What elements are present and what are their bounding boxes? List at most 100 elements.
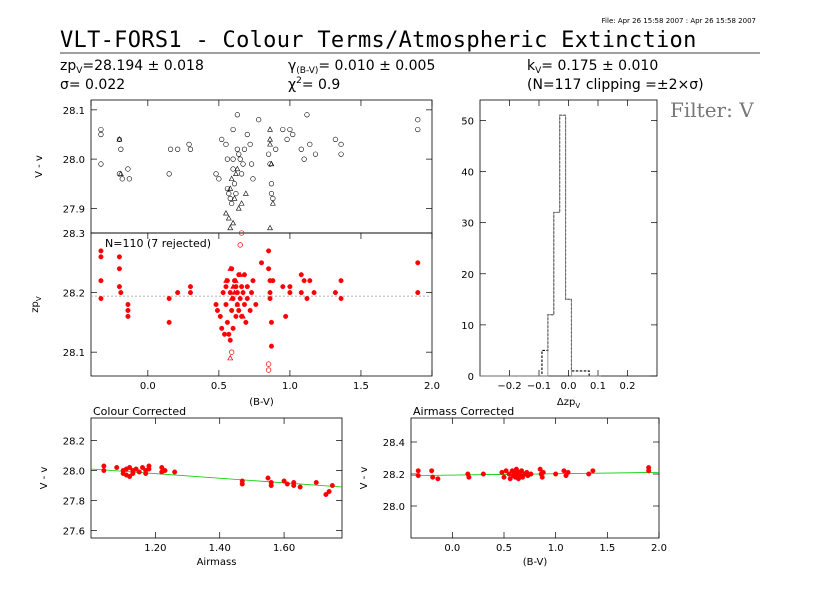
axes-frame xyxy=(410,417,660,539)
data-point xyxy=(214,307,220,313)
data-point-triangle xyxy=(234,165,241,172)
data-point-circle xyxy=(332,136,338,143)
x-tick-label: 2.0 xyxy=(651,543,667,554)
data-point xyxy=(239,481,245,487)
axes-frame xyxy=(90,417,343,539)
data-point xyxy=(298,290,304,296)
rejected-point xyxy=(265,367,272,373)
x-tick-label: 0.5 xyxy=(496,543,512,554)
raw-panel: 27.9 28.0 28.1 V - v xyxy=(34,99,433,234)
data-point-circle xyxy=(119,176,125,182)
k-stat: kV= 0.175 ± 0.010 xyxy=(527,58,658,76)
y-tick-label: 28.2 xyxy=(63,289,85,300)
data-point xyxy=(266,248,272,254)
histogram-panel: 0 10 20 30 40 50 −0.2 −0.1 0.0 0.1 0.2 ΔzpV xyxy=(461,99,658,410)
data-point xyxy=(219,325,225,331)
data-point xyxy=(270,278,276,284)
data-point xyxy=(280,284,286,290)
y-tick-label: 0 xyxy=(468,372,474,383)
data-point xyxy=(304,296,310,302)
data-point xyxy=(540,469,546,475)
data-point xyxy=(125,302,131,308)
y-tick-label: 28.4 xyxy=(383,438,405,449)
data-point-circle xyxy=(307,141,313,147)
axes-frame xyxy=(90,99,433,234)
data-point-circle xyxy=(166,171,172,177)
data-point-triangle xyxy=(234,301,241,307)
x-tick-label: 1.20 xyxy=(144,543,166,554)
data-point-triangle xyxy=(230,219,236,226)
data-point xyxy=(237,296,243,302)
data-point xyxy=(266,266,272,272)
histogram-all xyxy=(480,114,601,377)
data-point xyxy=(223,284,229,290)
rejection-annotation: N=110 (7 rejected) xyxy=(105,237,211,250)
data-point-circle xyxy=(267,161,273,167)
colour-corrected-title: Colour Corrected xyxy=(93,405,186,418)
data-point xyxy=(136,469,142,475)
x-axis-label: (B-V) xyxy=(523,557,548,568)
data-point xyxy=(338,296,344,302)
data-point-circle xyxy=(241,146,248,152)
data-point xyxy=(281,478,287,484)
x-axis-label: ΔzpV xyxy=(557,397,580,410)
data-point xyxy=(236,307,242,313)
data-point-triangle xyxy=(242,190,249,196)
data-point-circle xyxy=(415,126,421,133)
data-point-triangle xyxy=(228,175,235,181)
data-point-triangle xyxy=(227,185,234,191)
data-point xyxy=(301,278,307,284)
data-point xyxy=(313,480,319,486)
data-point-triangle xyxy=(267,126,273,132)
data-point xyxy=(267,296,273,302)
data-point xyxy=(247,307,253,313)
data-point xyxy=(133,466,139,472)
data-point-circle xyxy=(273,146,279,152)
data-point xyxy=(139,465,145,471)
data-point xyxy=(326,489,332,495)
data-point xyxy=(250,278,256,284)
data-point xyxy=(125,313,131,319)
data-point xyxy=(217,313,223,319)
data-point-circle xyxy=(290,131,296,138)
data-point xyxy=(284,481,290,487)
data-point xyxy=(187,284,193,290)
data-point xyxy=(249,290,255,296)
data-point xyxy=(501,474,507,480)
data-point-circle xyxy=(244,131,250,138)
data-point-triangle xyxy=(230,283,236,289)
data-point-circle xyxy=(224,186,230,192)
data-point xyxy=(224,319,230,325)
data-point-circle xyxy=(167,146,174,152)
data-point xyxy=(244,284,250,290)
data-point xyxy=(229,307,235,313)
gamma-stat: γ(B-V)= 0.010 ± 0.005 xyxy=(288,58,435,76)
data-point-circle xyxy=(268,190,275,197)
x-tick-label: 2.0 xyxy=(424,381,440,392)
data-point xyxy=(98,296,104,302)
data-point xyxy=(265,475,271,481)
x-tick-label: 0.0 xyxy=(561,381,577,392)
data-point-circle xyxy=(224,156,230,162)
data-point xyxy=(130,471,136,477)
y-tick-label: 28.2 xyxy=(383,470,405,481)
data-point-triangle xyxy=(233,170,239,176)
data-point xyxy=(283,313,289,319)
data-point xyxy=(539,474,545,480)
y-tick-label: 50 xyxy=(461,116,474,127)
x-tick-label: 0.0 xyxy=(140,381,156,392)
data-point xyxy=(226,331,232,337)
data-point xyxy=(291,480,297,486)
data-point-circle xyxy=(240,161,246,167)
y-tick-label: 27.6 xyxy=(63,527,85,538)
data-point xyxy=(127,474,133,480)
data-point xyxy=(166,296,172,302)
data-point xyxy=(528,471,534,477)
data-point-triangle xyxy=(225,214,232,221)
y-tick-label: 20 xyxy=(461,270,474,281)
data-point-circle xyxy=(230,156,236,162)
data-point-triangle xyxy=(228,295,235,301)
zp-panel: 28.1 28.2 28.3 0.0 0.5 1.0 1.5 2.0 N=110 (7 reje… xyxy=(30,229,440,408)
panels: 27.9 28.0 28.1 V - v 28.1 28.2 28.3 0.0 0.5 1.0 1.… xyxy=(30,99,667,568)
